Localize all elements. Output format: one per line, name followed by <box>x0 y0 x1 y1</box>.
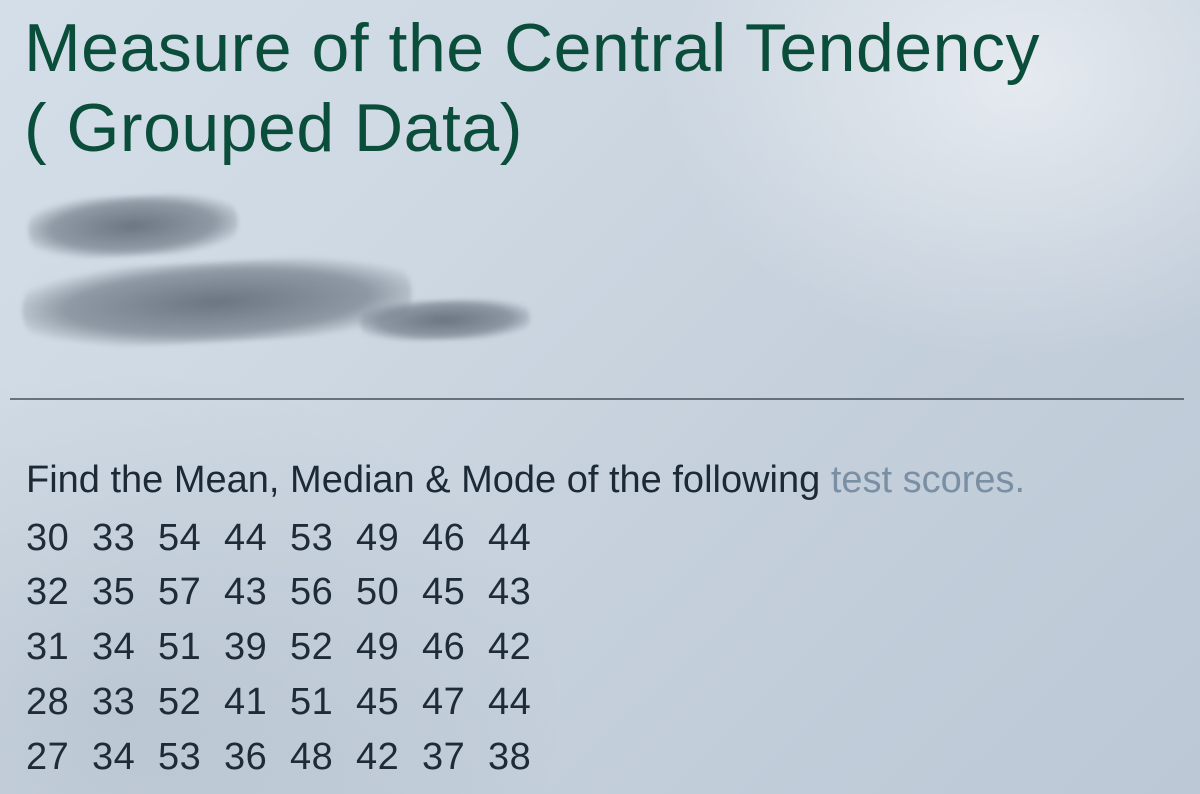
score-cell: 31 <box>26 620 92 675</box>
score-cell: 43 <box>488 565 554 620</box>
scores-grid: 3033544453494644323557435650454331345139… <box>26 511 1025 785</box>
score-cell: 53 <box>158 730 224 785</box>
score-cell: 49 <box>356 620 422 675</box>
score-cell: 44 <box>488 511 554 566</box>
score-cell: 43 <box>224 565 290 620</box>
score-cell: 52 <box>158 675 224 730</box>
question-prompt: Find the Mean, Median & Mode of the foll… <box>26 456 1025 505</box>
scores-row: 3235574356504543 <box>26 565 1025 620</box>
prompt-text-faded: test scores. <box>831 459 1025 501</box>
score-cell: 37 <box>422 730 488 785</box>
redaction-smudge <box>20 252 414 352</box>
scores-row: 2833524151454744 <box>26 675 1025 730</box>
score-cell: 45 <box>422 565 488 620</box>
score-cell: 51 <box>158 620 224 675</box>
score-cell: 34 <box>92 620 158 675</box>
score-cell: 27 <box>26 730 92 785</box>
redaction-smudge <box>359 297 530 343</box>
score-cell: 56 <box>290 565 356 620</box>
score-cell: 39 <box>224 620 290 675</box>
title-line-2: ( Grouped Data) <box>24 88 1040 168</box>
score-cell: 54 <box>158 511 224 566</box>
score-cell: 49 <box>356 511 422 566</box>
scores-row: 3033544453494644 <box>26 511 1025 566</box>
score-cell: 32 <box>26 565 92 620</box>
score-cell: 46 <box>422 511 488 566</box>
score-cell: 50 <box>356 565 422 620</box>
score-cell: 45 <box>356 675 422 730</box>
redaction-smudge <box>27 191 240 262</box>
scores-row: 3134513952494642 <box>26 620 1025 675</box>
score-cell: 36 <box>224 730 290 785</box>
score-cell: 42 <box>356 730 422 785</box>
score-cell: 34 <box>92 730 158 785</box>
score-cell: 41 <box>224 675 290 730</box>
prompt-text-mid: ing <box>770 459 831 501</box>
score-cell: 44 <box>224 511 290 566</box>
score-cell: 47 <box>422 675 488 730</box>
score-cell: 57 <box>158 565 224 620</box>
score-cell: 42 <box>488 620 554 675</box>
score-cell: 38 <box>488 730 554 785</box>
score-cell: 33 <box>92 675 158 730</box>
question-block: Find the Mean, Median & Mode of the foll… <box>26 456 1025 784</box>
score-cell: 52 <box>290 620 356 675</box>
score-cell: 48 <box>290 730 356 785</box>
score-cell: 33 <box>92 511 158 566</box>
horizontal-rule <box>10 398 1184 400</box>
score-cell: 30 <box>26 511 92 566</box>
title-line-1: Measure of the Central Tendency <box>24 8 1040 88</box>
scores-row: 2734533648423738 <box>26 730 1025 785</box>
score-cell: 44 <box>488 675 554 730</box>
score-cell: 28 <box>26 675 92 730</box>
score-cell: 53 <box>290 511 356 566</box>
score-cell: 46 <box>422 620 488 675</box>
score-cell: 51 <box>290 675 356 730</box>
score-cell: 35 <box>92 565 158 620</box>
prompt-text-dark: Find the Mean, Median & Mode of the foll… <box>26 459 770 501</box>
slide-title: Measure of the Central Tendency ( Groupe… <box>24 8 1040 168</box>
